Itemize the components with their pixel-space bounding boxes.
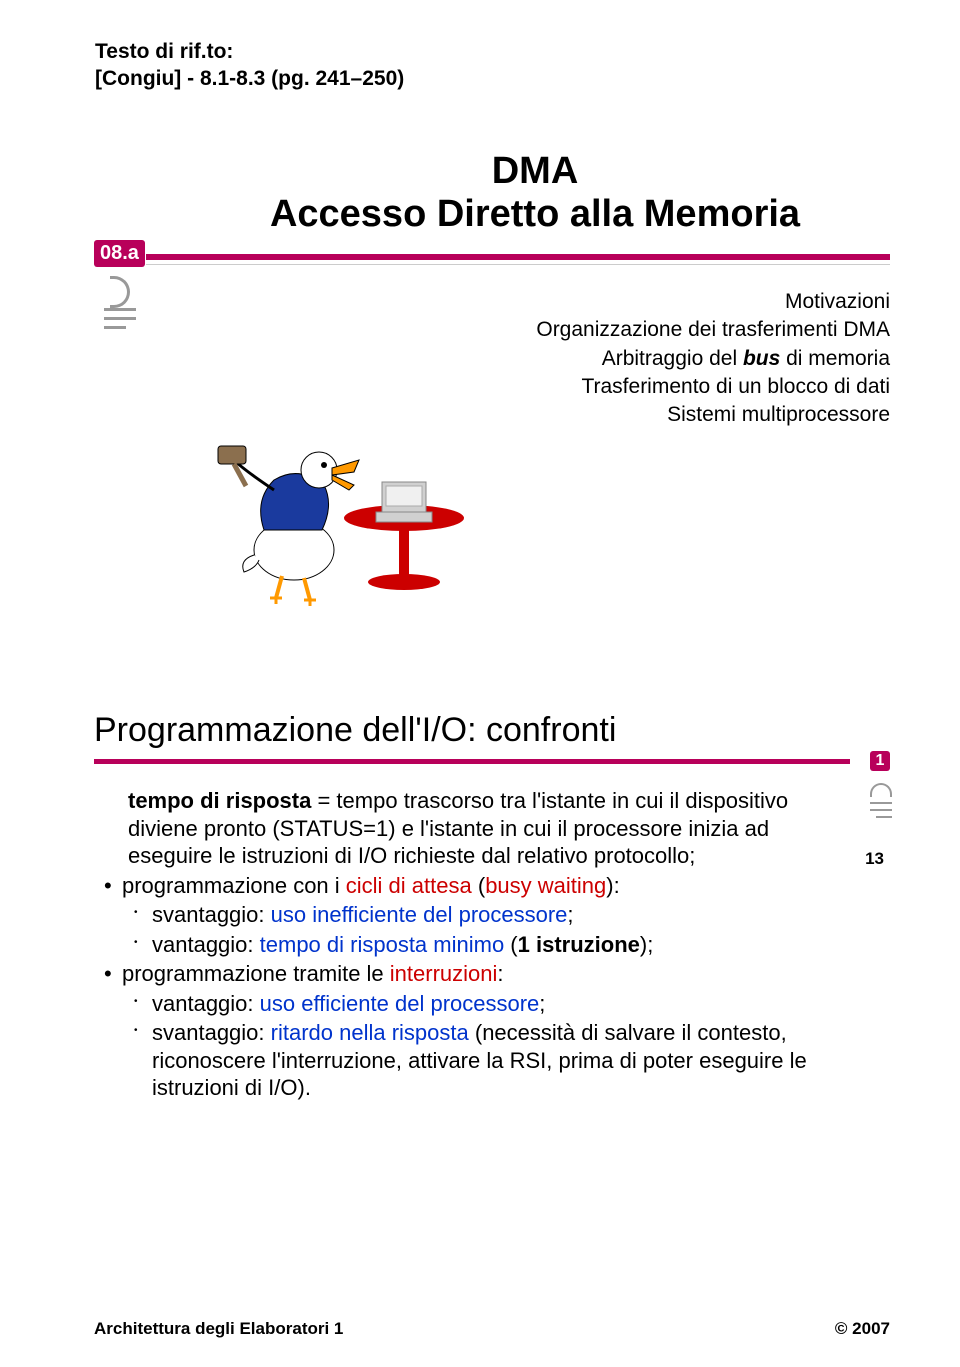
duck-illustration — [204, 410, 484, 610]
bullet-int-advantage: vantaggio: uso efficiente del processore… — [122, 990, 850, 1018]
topics-list: Motivazioni Organizzazione dei trasferim… — [354, 288, 890, 430]
slide2-divider — [94, 759, 850, 764]
footer-right: © 2007 — [835, 1319, 890, 1339]
slide2-title: Programmazione dell'I/O: confronti — [94, 711, 616, 750]
chapter-badge: 08.a — [94, 240, 145, 267]
page-number: 13 — [865, 849, 884, 869]
topic-2: Organizzazione dei trasferimenti DMA — [354, 316, 890, 344]
bullet-interrupts: programmazione tramite le interruzioni: … — [104, 960, 850, 1102]
slide-1: Testo di rif.to: [Congiu] - 8.1-8.3 (pg.… — [0, 0, 960, 680]
slide2-body: tempo di risposta = tempo trascorso tra … — [128, 787, 850, 1102]
reference-text: Testo di rif.to: [Congiu] - 8.1-8.3 (pg.… — [95, 38, 404, 93]
slide-title: DMA Accesso Diretto alla Memoria — [180, 150, 890, 236]
logo-graphic-small — [870, 783, 892, 818]
topic-3: Arbitraggio del bus di memoria — [354, 345, 890, 373]
definition-paragraph: tempo di risposta = tempo trascorso tra … — [128, 787, 850, 870]
logo-graphic — [104, 282, 136, 329]
topic-1: Motivazioni — [354, 288, 890, 316]
title-line-2: Accesso Diretto alla Memoria — [180, 193, 890, 236]
bullet-bw-disadvantage: svantaggio: uso inefficiente del process… — [122, 901, 850, 929]
bullet-busy-waiting: programmazione con i cicli di attesa (bu… — [104, 872, 850, 959]
title-divider — [146, 254, 890, 260]
page-badge: 1 — [870, 751, 890, 771]
title-line-1: DMA — [180, 150, 890, 193]
ref-line-2: [Congiu] - 8.1-8.3 (pg. 241–250) — [95, 65, 404, 92]
title-divider-thin — [146, 264, 890, 265]
ref-line-1: Testo di rif.to: — [95, 38, 404, 65]
bullet-int-disadvantage: svantaggio: ritardo nella risposta (nece… — [122, 1019, 850, 1102]
slide-2: Programmazione dell'I/O: confronti 1 13 … — [0, 683, 960, 1367]
footer: Architettura degli Elaboratori 1 © 2007 — [94, 1319, 890, 1339]
footer-left: Architettura degli Elaboratori 1 — [94, 1319, 343, 1339]
bullet-bw-advantage: vantaggio: tempo di risposta minimo (1 i… — [122, 931, 850, 959]
topic-4: Trasferimento di un blocco di dati — [354, 373, 890, 401]
